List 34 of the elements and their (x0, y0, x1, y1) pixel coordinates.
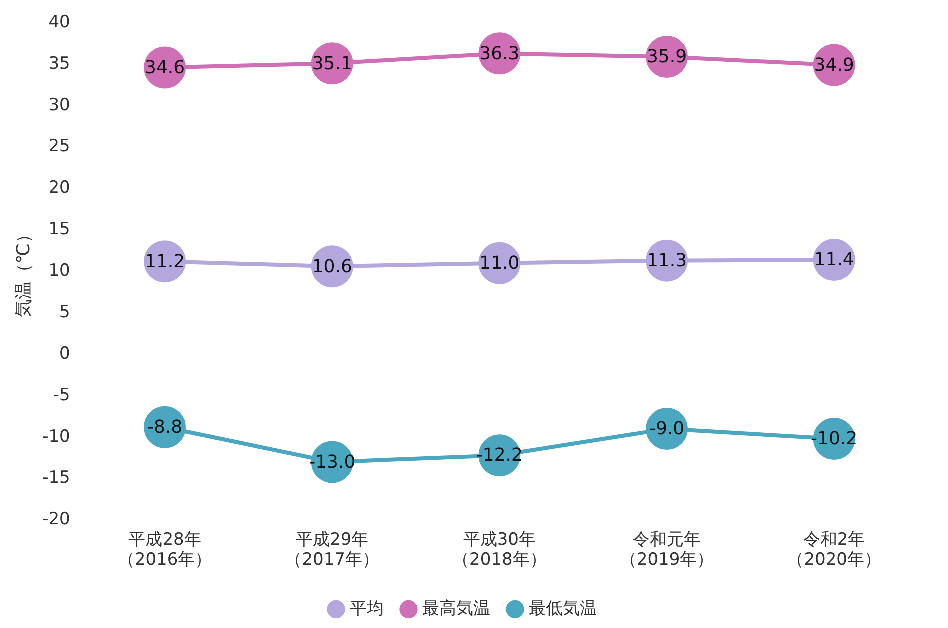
legend-label: 平均 (350, 598, 384, 619)
y-tick-label: -15 (42, 468, 70, 488)
y-tick-label: -5 (53, 385, 70, 406)
x-tick-label: 平成28年（2016年） (118, 530, 212, 570)
y-tick-label: -10 (42, 426, 70, 447)
data-label: 11.0 (480, 252, 520, 274)
x-tick-label: 令和元年（2019年） (620, 530, 714, 570)
data-label: 35.9 (646, 46, 688, 68)
data-label: -8.8 (147, 417, 183, 438)
y-tick-label: 20 (48, 178, 70, 198)
y-tick-label: -20 (42, 510, 70, 530)
data-label: 11.2 (144, 251, 186, 272)
data-label: 10.6 (312, 256, 352, 278)
y-axis-title: 気温（℃） (13, 225, 34, 318)
y-tick-label: 10 (48, 261, 70, 282)
y-tick-label: 5 (60, 302, 70, 322)
legend-label: 最高気温 (422, 598, 490, 619)
data-label: 34.9 (814, 54, 854, 76)
y-tick-label: 15 (48, 220, 70, 240)
y-tick-label: 35 (48, 54, 70, 74)
data-label: 11.3 (646, 250, 688, 272)
legend-label: 最低気温 (528, 598, 597, 619)
x-tick-label: 令和2年（2020年） (787, 530, 882, 570)
data-label: 11.4 (814, 250, 854, 271)
x-tick-label: 平成30年（2018年） (452, 530, 547, 570)
y-tick-label: 40 (48, 12, 70, 32)
data-label: 35.1 (312, 53, 352, 74)
y-tick-label: 25 (48, 136, 70, 157)
data-label: -9.0 (649, 418, 685, 440)
data-label: 36.3 (480, 43, 520, 64)
y-tick-label: 0 (60, 344, 70, 364)
data-label: 34.6 (144, 57, 186, 78)
y-tick-label: 30 (48, 95, 70, 116)
x-tick-label: 平成29年（2017年） (285, 530, 380, 570)
